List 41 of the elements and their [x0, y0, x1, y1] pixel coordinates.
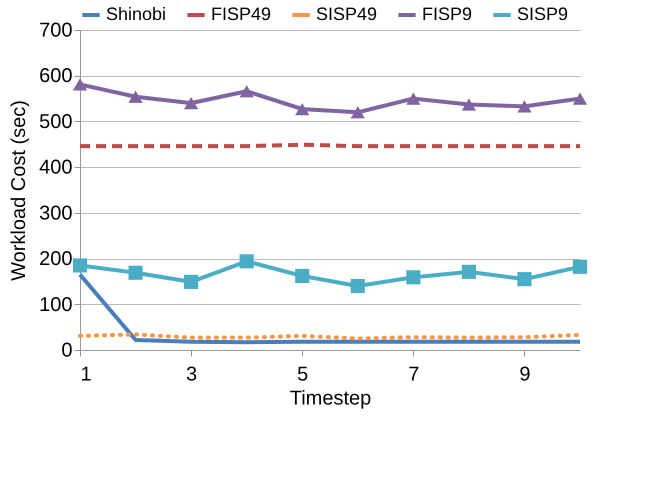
point: [128, 90, 143, 103]
point: [72, 78, 88, 91]
x-tick-label: 3: [186, 364, 198, 386]
y-tick-label: 600: [39, 65, 72, 88]
point: [240, 85, 254, 98]
line-series: [78, 272, 582, 344]
legend-label: FISP49: [211, 4, 272, 24]
y-tick-label: 100: [39, 294, 72, 316]
point: [517, 100, 532, 112]
legend-label: SISP49: [316, 4, 378, 24]
point: [72, 258, 88, 272]
legend-label: SISP9: [517, 4, 568, 24]
point: [184, 274, 198, 289]
point: [295, 102, 310, 116]
point: [572, 260, 588, 274]
x-tick-label: 1: [80, 364, 92, 386]
y-tick-label: 500: [39, 110, 72, 133]
x-tick-label: 5: [297, 364, 308, 386]
point: [406, 92, 420, 105]
x-tick-label: 9: [519, 364, 531, 386]
legend-label: Shinobi: [106, 4, 166, 24]
x-tick-label: 7: [408, 364, 420, 386]
point: [350, 278, 365, 294]
y-tick-label: 400: [39, 156, 72, 179]
point: [128, 266, 143, 280]
point: [517, 272, 532, 286]
point: [462, 98, 476, 111]
point: [350, 106, 365, 118]
point: [462, 264, 476, 279]
point: [295, 268, 310, 284]
y-tick-label: 200: [39, 248, 72, 270]
legend-label: FISP9: [422, 4, 472, 24]
y-tick-label: 0: [61, 340, 72, 362]
point: [184, 97, 198, 110]
y-tick-label: 300: [39, 202, 72, 224]
y-tick-label: 700: [39, 20, 72, 42]
point: [572, 92, 588, 105]
x-axis-title: Timestep: [290, 388, 372, 410]
y-axis-title: Workload Cost (sec): [8, 100, 30, 281]
point: [406, 270, 420, 284]
point: [240, 254, 254, 268]
